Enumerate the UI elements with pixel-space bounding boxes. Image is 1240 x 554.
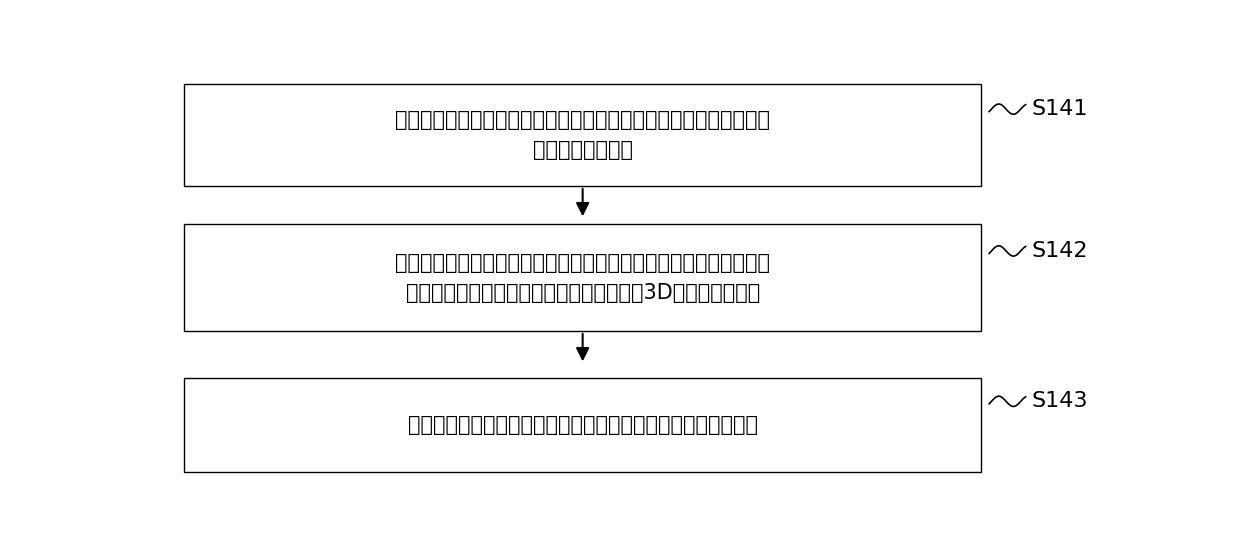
- FancyBboxPatch shape: [184, 84, 982, 186]
- Text: S143: S143: [1032, 391, 1087, 412]
- Text: 在所述三维数据信息的显示过程中，根据所述三维数据信息对应的时: 在所述三维数据信息的显示过程中，根据所述三维数据信息对应的时: [396, 110, 770, 130]
- Text: S142: S142: [1032, 241, 1087, 261]
- Text: 若未超出预设时间，继续保留已显示的三维数据信息；若已超出预设: 若未超出预设时间，继续保留已显示的三维数据信息；若已超出预设: [396, 253, 770, 273]
- FancyBboxPatch shape: [184, 378, 982, 472]
- Text: S141: S141: [1032, 99, 1087, 119]
- Text: 将新增的待显示的三维数据信息显示于所述模型框架的相应位置: 将新增的待显示的三维数据信息显示于所述模型框架的相应位置: [408, 415, 758, 435]
- Text: 间戳进行时间判断: 间戳进行时间判断: [533, 140, 632, 160]
- Text: 时间，释放已显示的三维数据信息，以实现3D模型的动态释放: 时间，释放已显示的三维数据信息，以实现3D模型的动态释放: [405, 283, 760, 302]
- FancyBboxPatch shape: [184, 224, 982, 331]
